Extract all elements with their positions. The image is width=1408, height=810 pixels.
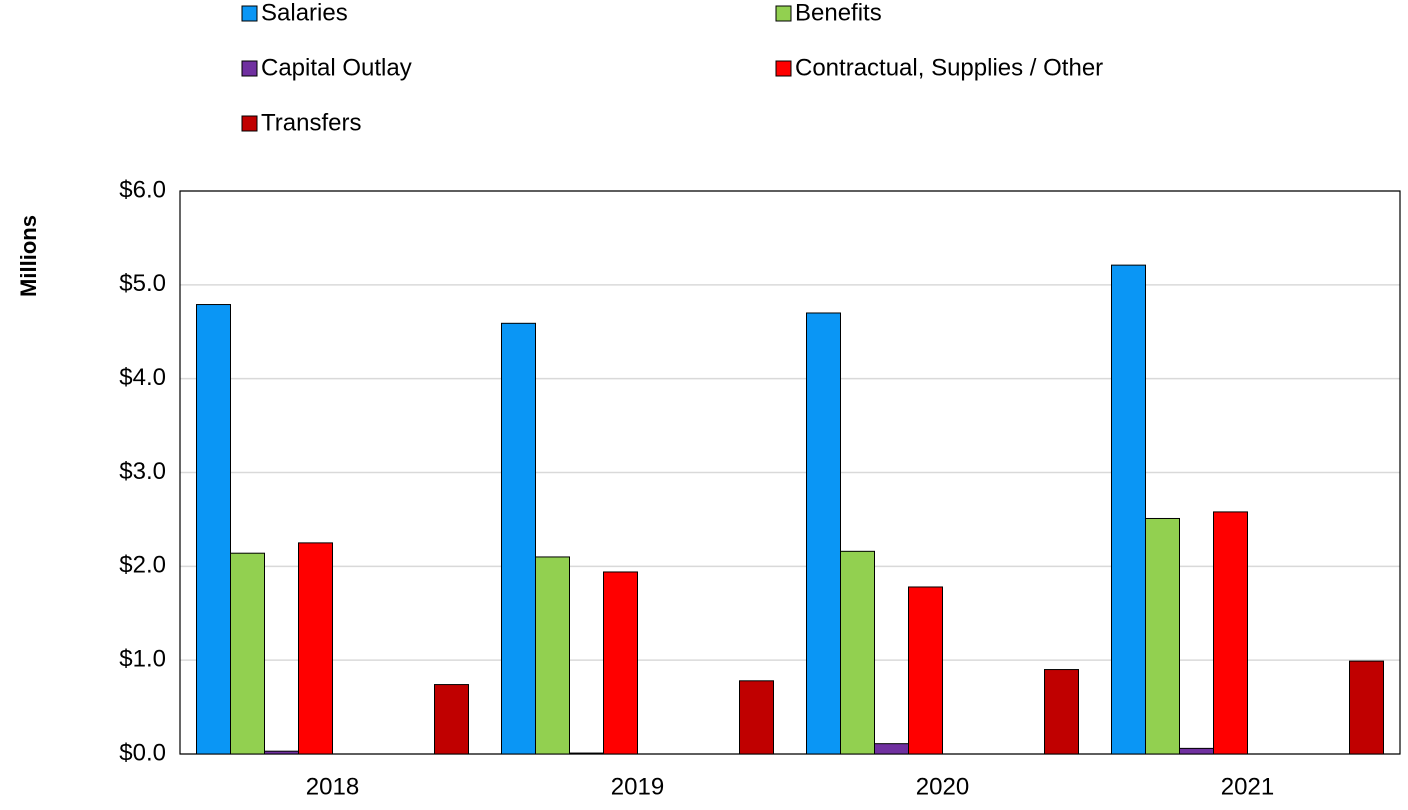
bar <box>874 743 909 755</box>
bar <box>1213 511 1248 755</box>
bar <box>535 556 570 755</box>
bar <box>908 586 943 755</box>
x-tick-label: 2018 <box>306 773 359 800</box>
legend-label: Transfers <box>261 109 361 136</box>
bar <box>806 312 841 755</box>
bar <box>434 684 469 755</box>
x-tick-label: 2019 <box>611 773 664 800</box>
y-tick-label: $5.0 <box>119 270 166 297</box>
y-tick-label: $4.0 <box>119 364 166 391</box>
y-tick-label: $3.0 <box>119 458 166 485</box>
legend-swatch <box>775 5 792 22</box>
y-axis-label: Millions <box>16 215 41 297</box>
legend-swatch <box>241 115 258 132</box>
legend-swatch <box>775 60 792 77</box>
x-tick-label: 2021 <box>1221 773 1274 800</box>
plot-border <box>179 190 1401 755</box>
bar <box>1111 264 1146 755</box>
legend-swatch <box>241 60 258 77</box>
legend-label: Contractual, Supplies / Other <box>795 54 1103 81</box>
bar <box>1179 747 1214 755</box>
bar <box>840 550 875 755</box>
bar <box>264 750 299 755</box>
legend-label: Benefits <box>795 0 882 26</box>
y-tick-label: $2.0 <box>119 552 166 579</box>
y-tick-label: $1.0 <box>119 646 166 673</box>
y-tick-label: $6.0 <box>119 176 166 203</box>
bar <box>501 322 536 755</box>
bar <box>1349 660 1384 755</box>
bar <box>298 542 333 755</box>
bar <box>1145 517 1180 755</box>
bar <box>196 304 231 755</box>
legend-swatch <box>241 5 258 22</box>
x-tick-label: 2020 <box>916 773 969 800</box>
bar <box>1044 669 1079 755</box>
bar <box>603 571 638 755</box>
y-tick-label: $0.0 <box>119 739 166 766</box>
bar <box>230 552 265 755</box>
bar <box>739 680 774 755</box>
bar <box>569 752 604 755</box>
legend-label: Capital Outlay <box>261 54 412 81</box>
legend-label: Salaries <box>261 0 348 26</box>
